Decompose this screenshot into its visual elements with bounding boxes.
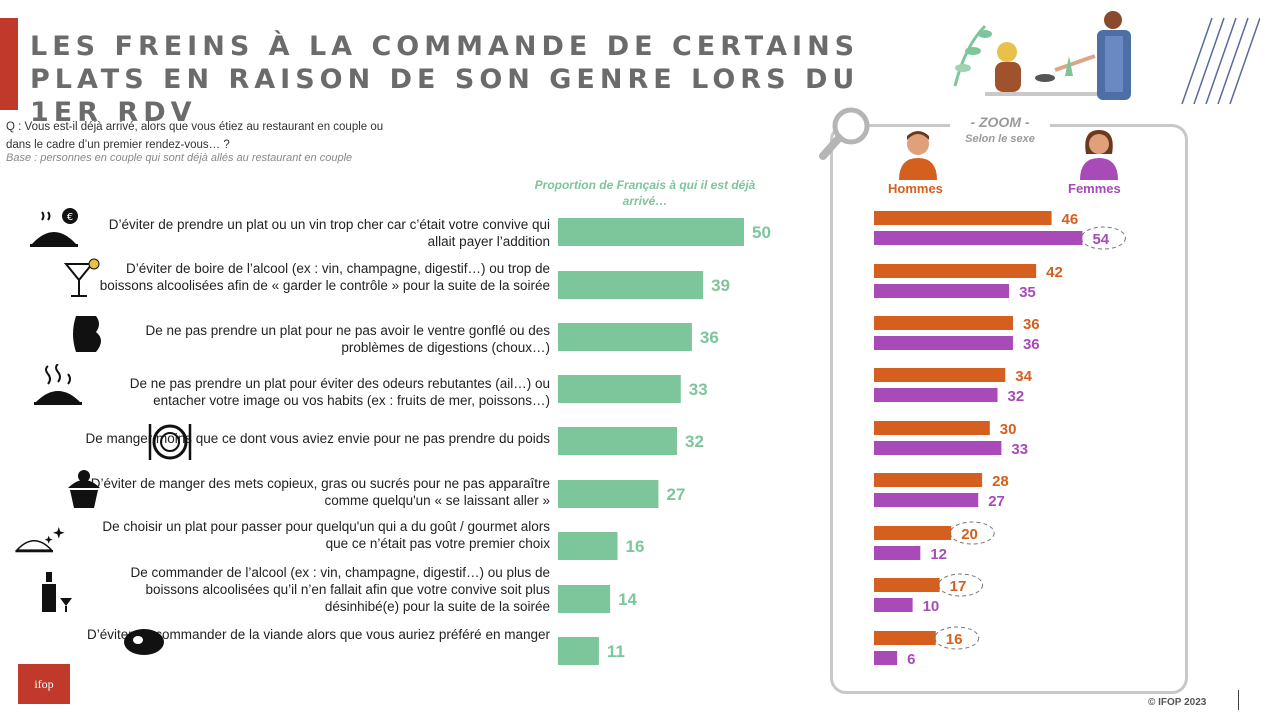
total-bar-9 [558, 637, 599, 665]
men-bar-3 [874, 316, 1013, 330]
magnifier-icon [819, 107, 870, 160]
total-value-8: 14 [618, 590, 637, 609]
women-bar-7 [874, 546, 921, 560]
women-bar-3 [874, 336, 1013, 350]
row-label-4: De ne pas prendre un plat pour éviter de… [129, 376, 550, 408]
svg-text:€: € [67, 212, 73, 223]
total-value-1: 50 [752, 223, 771, 242]
women-value-2: 35 [1019, 284, 1036, 301]
men-bar-6 [874, 473, 983, 487]
row-label-5: De manger moins que ce dont vous aviez e… [85, 431, 550, 446]
proportion-title: Proportion de Français à qui il est déjà… [534, 178, 756, 208]
footer-divider [1238, 690, 1239, 710]
row-label-2: D’éviter de boire de l’alcool (ex : vin,… [99, 261, 550, 293]
women-value-5: 33 [1011, 441, 1028, 458]
wine-bottle-icon [42, 572, 72, 612]
men-value-9: 16 [946, 631, 963, 648]
total-bar-7 [558, 532, 618, 560]
men-label: Hommes [888, 181, 943, 196]
men-highlight-7 [949, 521, 995, 545]
men-value-3: 36 [1023, 316, 1040, 333]
total-value-9: 11 [607, 642, 625, 661]
row-label-6: D’éviter de manger des mets copieux, gra… [90, 476, 550, 508]
men-bar-4 [874, 368, 1006, 382]
men-bar-8 [874, 578, 940, 592]
women-label: Femmes [1068, 181, 1121, 196]
row-label-8: De commander de l’alcool (ex : vin, cham… [130, 565, 550, 614]
men-highlight-8 [938, 573, 984, 597]
question-text: Q : Vous est-il déjà arrivé, alors que v… [6, 121, 384, 151]
man-avatar-icon [899, 131, 937, 180]
men-value-4: 34 [1015, 368, 1032, 385]
total-value-7: 16 [626, 537, 645, 556]
women-bar-6 [874, 493, 979, 507]
total-value-6: 27 [666, 485, 685, 504]
restaurant-couple-illustration [953, 11, 1131, 100]
decorative-hatch [1181, 17, 1260, 105]
cocktail-icon [63, 258, 100, 297]
women-bar-9 [874, 651, 898, 665]
total-value-2: 39 [711, 276, 730, 295]
women-bar-2 [874, 284, 1010, 298]
total-value-4: 33 [689, 380, 708, 399]
men-bar-1 [874, 211, 1052, 225]
women-bar-1 [874, 231, 1083, 245]
page-title: LES FREINS À LA COMMANDE DE CERTAINS PLA… [30, 31, 860, 128]
cloche-euro-icon: € [30, 208, 78, 247]
women-value-1: 54 [1092, 231, 1109, 248]
belly-icon [73, 316, 101, 352]
total-value-5: 32 [685, 432, 704, 451]
men-value-1: 46 [1062, 211, 1079, 228]
cupcake-icon [68, 470, 100, 508]
women-value-7: 12 [930, 546, 947, 563]
men-value-5: 30 [1000, 421, 1017, 438]
men-bar-2 [874, 264, 1037, 278]
women-bar-8 [874, 598, 913, 612]
women-bar-4 [874, 388, 998, 402]
total-bar-1 [558, 218, 744, 246]
women-value-8: 10 [923, 598, 940, 615]
total-bar-4 [558, 375, 681, 403]
base-text: Base : personnes en couple qui sont déjà… [6, 152, 353, 164]
women-value-4: 32 [1008, 388, 1025, 405]
steak-icon [124, 629, 164, 655]
title-accent-bar [0, 18, 18, 110]
row-label-7: De choisir un plat pour passer pour quel… [102, 519, 550, 551]
zoom-subtitle: Selon le sexe [965, 133, 1035, 145]
total-value-3: 36 [700, 328, 719, 347]
women-value-6: 27 [988, 493, 1005, 510]
women-bar-5 [874, 441, 1002, 455]
men-bar-7 [874, 526, 952, 540]
sparkling-cloche-icon [15, 527, 65, 553]
row-label-9: D’éviter de commander de la viande alors… [86, 627, 550, 642]
men-bar-9 [874, 631, 936, 645]
men-bar-5 [874, 421, 990, 435]
total-bar-5 [558, 427, 678, 455]
women-value-9: 6 [907, 651, 915, 668]
men-value-7: 20 [961, 526, 978, 543]
copyright: © IFOP 2023 [1148, 697, 1207, 708]
men-highlight-9 [934, 626, 980, 650]
woman-avatar-icon [1080, 130, 1118, 180]
ifop-logo: ifop [18, 664, 70, 704]
men-value-6: 28 [992, 473, 1009, 490]
total-bar-6 [558, 480, 659, 508]
zoom-title: - ZOOM - [950, 114, 1050, 130]
total-bar-3 [558, 323, 692, 351]
row-label-1: D’éviter de prendre un plat ou un vin tr… [108, 217, 550, 249]
row-label-3: De ne pas prendre un plat pour ne pas av… [145, 323, 550, 355]
women-value-3: 36 [1023, 336, 1040, 353]
plate-cutlery-icon [148, 424, 192, 460]
total-bar-8 [558, 585, 611, 613]
smelly-dish-icon [34, 364, 82, 405]
men-value-2: 42 [1046, 264, 1063, 281]
men-value-8: 17 [950, 578, 967, 595]
total-bar-2 [558, 271, 704, 299]
women-highlight-1 [1080, 226, 1126, 250]
